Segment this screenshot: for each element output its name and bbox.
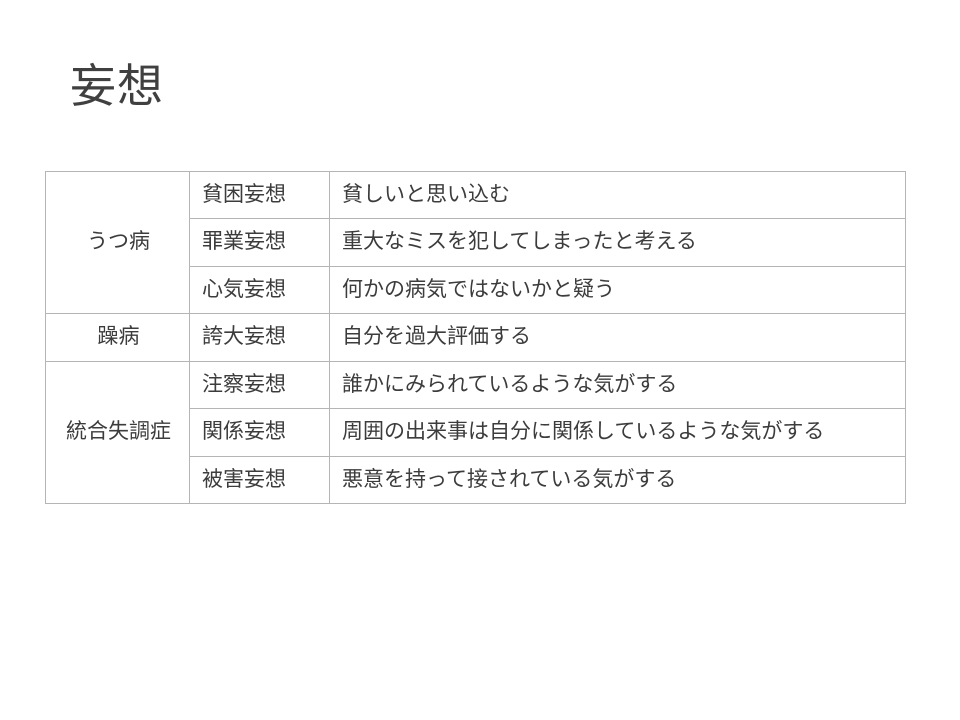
slide: 妄想 うつ病 貧困妄想 貧しいと思い込む 罪業妄想 重大なミスを犯してしまったと… (0, 0, 960, 504)
delusion-desc-cell: 悪意を持って接されている気がする (330, 456, 906, 503)
delusion-name-cell: 関係妄想 (190, 409, 330, 456)
delusion-desc-cell: 何かの病気ではないかと疑う (330, 266, 906, 313)
table-row: 統合失調症 注察妄想 誰かにみられているような気がする (46, 361, 906, 408)
delusion-desc-cell: 誰かにみられているような気がする (330, 361, 906, 408)
table-row: うつ病 貧困妄想 貧しいと思い込む (46, 172, 906, 219)
delusion-desc-cell: 自分を過大評価する (330, 314, 906, 361)
page-title: 妄想 (70, 50, 920, 116)
delusion-table: うつ病 貧困妄想 貧しいと思い込む 罪業妄想 重大なミスを犯してしまったと考える… (45, 171, 906, 504)
delusion-desc-cell: 周囲の出来事は自分に関係しているような気がする (330, 409, 906, 456)
delusion-name-cell: 注察妄想 (190, 361, 330, 408)
delusion-name-cell: 被害妄想 (190, 456, 330, 503)
table-row: 躁病 誇大妄想 自分を過大評価する (46, 314, 906, 361)
delusion-desc-cell: 貧しいと思い込む (330, 172, 906, 219)
delusion-name-cell: 貧困妄想 (190, 172, 330, 219)
delusion-desc-cell: 重大なミスを犯してしまったと考える (330, 219, 906, 266)
delusion-name-cell: 罪業妄想 (190, 219, 330, 266)
category-cell: 統合失調症 (46, 361, 190, 503)
delusion-name-cell: 心気妄想 (190, 266, 330, 313)
category-cell: 躁病 (46, 314, 190, 361)
delusion-name-cell: 誇大妄想 (190, 314, 330, 361)
category-cell: うつ病 (46, 172, 190, 314)
